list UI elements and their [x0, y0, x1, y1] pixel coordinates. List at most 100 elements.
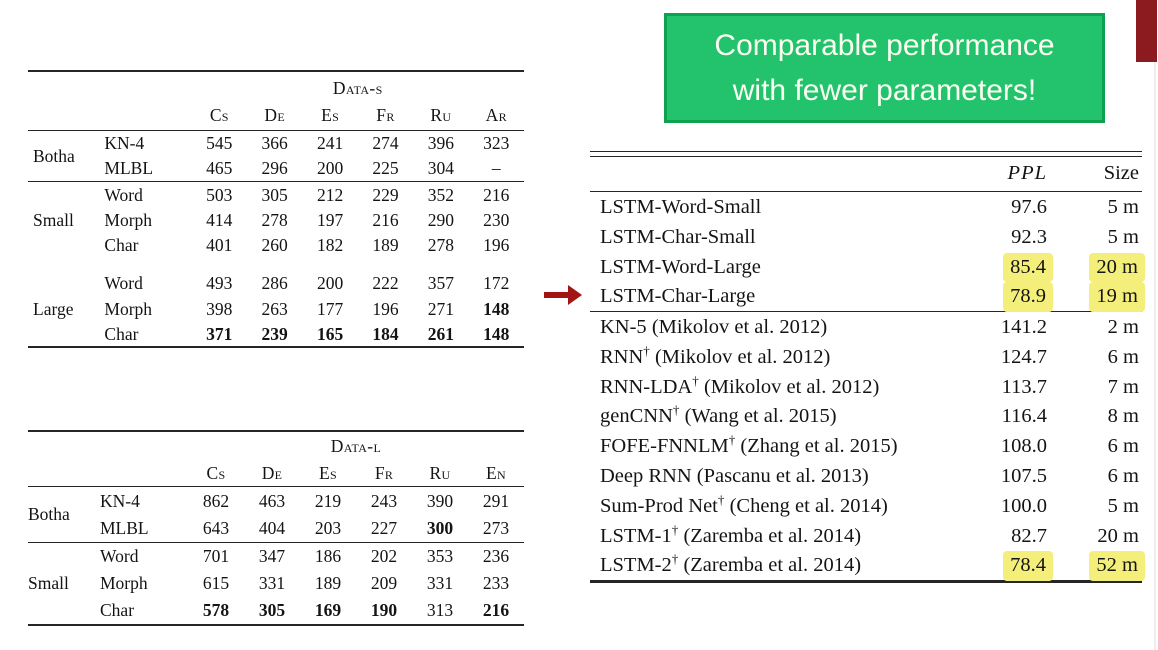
- spacer-cell: [590, 156, 929, 193]
- ppl-cell: 97.6: [929, 192, 1047, 222]
- ppl-value: 82.7: [1011, 524, 1047, 547]
- spacer-cell: [28, 431, 188, 459]
- value-cell: 196: [372, 298, 399, 319]
- row-label: MLBL: [104, 155, 192, 182]
- size-value: 5 m: [1107, 494, 1139, 517]
- size-cell: 6 m: [1047, 342, 1142, 372]
- value-cell: 465: [191, 155, 247, 182]
- column-header: Fr: [357, 102, 414, 131]
- value-cell: 643: [188, 514, 244, 543]
- value-cell: 291: [482, 490, 510, 511]
- size-value: 6 m: [1107, 345, 1139, 368]
- ppl-cell: 78.9: [929, 281, 1053, 313]
- table-row: Small Word 503 305 212 229 352 216: [28, 182, 524, 230]
- value-cell: 414: [206, 209, 233, 230]
- value-cell: 701: [202, 546, 230, 566]
- table-row: KN-5 (Mikolov et al. 2012) 141.2 2 m: [590, 312, 1142, 342]
- value-cell: 230: [483, 209, 510, 230]
- results-header-row: PPL Size: [590, 156, 1142, 193]
- value-cell: 271: [427, 298, 454, 319]
- value-cell: 197: [316, 209, 344, 230]
- ppl-value: 113.7: [1001, 375, 1047, 398]
- table-row: Morph 615 331 189 209 331 233: [28, 570, 524, 597]
- column-header: Es: [302, 102, 358, 131]
- row-label: Morph: [104, 209, 153, 230]
- table-row: LSTM-Char-Small 92.3 5 m: [590, 222, 1142, 252]
- size-value: 6 m: [1107, 435, 1139, 458]
- ppl-cell: 124.7: [929, 342, 1047, 372]
- size-value: 19 m: [1089, 282, 1145, 312]
- table-row: RNN† (Mikolov et al. 2012) 124.7 6 m: [590, 342, 1142, 372]
- table-row: RNN-LDA† (Mikolov et al. 2012) 113.7 7 m: [590, 372, 1142, 402]
- row-label: Char: [104, 323, 139, 344]
- value-cell: 189: [314, 573, 342, 594]
- model-name-cell: genCNN† (Wang et al. 2015): [600, 402, 837, 428]
- column-header: Cs: [191, 102, 247, 131]
- value-cell: 177: [316, 298, 344, 319]
- ppl-cell: 107.5: [929, 461, 1047, 491]
- table-row: Char 401 260 182 189 278 196: [28, 232, 524, 257]
- model-name-cell: RNN† (Mikolov et al. 2012): [600, 343, 831, 368]
- table-row: MLBL 465 296 200 225 304–: [28, 155, 524, 182]
- group-label: Large: [33, 298, 74, 319]
- value-cell: 353: [426, 546, 454, 566]
- model-name-cell: Deep RNN (Pascanu et al. 2013): [600, 465, 869, 488]
- ppl-cell: 100.0: [929, 491, 1047, 521]
- column-header: Ru: [412, 459, 468, 488]
- caption-row: Data-l: [28, 431, 524, 459]
- value-cell: 182: [316, 234, 344, 255]
- ppl-cell: 113.7: [929, 372, 1047, 402]
- dagger: †: [728, 432, 736, 448]
- ppl-cell: 141.2: [929, 312, 1047, 342]
- value-cell: 190: [370, 600, 398, 621]
- value-cell: 545: [206, 133, 233, 154]
- value-cell: 404: [244, 514, 300, 543]
- model-name-cell: LSTM-2† (Zaremba et al. 2014): [600, 551, 862, 577]
- morphology-table: Data-s Cs De Es Fr Ru Ar Botha KN-4 545 366 241 274 3…: [28, 70, 524, 349]
- model-name-cell: LSTM-1† (Zaremba et al. 2014): [600, 521, 862, 547]
- table-row: Small Word 701 347 186 202 353 236: [28, 542, 524, 593]
- red-arrow-icon: [544, 285, 582, 305]
- value-cell: 347: [258, 546, 286, 566]
- value-cell: 313: [426, 600, 454, 621]
- ppl-cell: 82.7: [929, 521, 1047, 551]
- size-cell: 2 m: [1047, 312, 1142, 342]
- value-cell: 216: [372, 209, 399, 230]
- row-label: KN-4: [100, 490, 140, 511]
- arrow-head: [568, 285, 582, 305]
- value-cell: 274: [372, 133, 399, 154]
- row-label: KN-4: [104, 133, 145, 154]
- corner-accent-bar: [1136, 0, 1157, 62]
- table-row: Botha KN-4 545 366 241 274 396 323: [28, 130, 524, 183]
- model-name-cell: LSTM-Char-Large: [590, 281, 929, 313]
- value-cell: 239: [261, 323, 288, 344]
- column-header: Ar: [468, 102, 524, 131]
- callout-line1: Comparable performance: [714, 29, 1055, 62]
- dagger: †: [671, 521, 679, 537]
- size-cell: 20 m: [1047, 252, 1145, 282]
- value-cell: 225: [357, 155, 414, 182]
- ppl-value: 78.9: [1003, 282, 1053, 312]
- value-cell: 184: [372, 323, 399, 344]
- value-cell: 229: [372, 184, 399, 205]
- size-value: 7 m: [1107, 375, 1139, 398]
- dagger: †: [671, 551, 679, 567]
- table-row: FOFE-FNNLM† (Zhang et al. 2015) 108.0 6 m: [590, 431, 1142, 461]
- size-header: Size: [1047, 156, 1142, 193]
- model-name-cell: LSTM-Word-Large: [600, 255, 761, 278]
- value-cell: 148: [483, 323, 510, 344]
- table-row: LSTM-Char-Large 78.9 19 m: [590, 281, 1145, 313]
- value-cell: 366: [261, 133, 288, 154]
- column-header-row: Cs De Es Fr Ru Ar: [28, 102, 524, 131]
- value-cell: 196: [483, 234, 510, 255]
- size-cell: 52 m: [1047, 551, 1145, 582]
- column-header: Cs: [188, 459, 244, 488]
- size-cell: 7 m: [1047, 372, 1142, 402]
- table-row: LSTM-Word-Small 97.6 5 m: [590, 192, 1142, 222]
- value-cell: 390: [426, 490, 454, 511]
- value-cell: 371: [206, 323, 233, 344]
- ppl-cell: 108.0: [929, 431, 1047, 461]
- value-cell: 260: [261, 234, 288, 255]
- table-row: LSTM-1† (Zaremba et al. 2014) 82.7 20 m: [590, 521, 1142, 551]
- value-cell: 396: [427, 133, 454, 154]
